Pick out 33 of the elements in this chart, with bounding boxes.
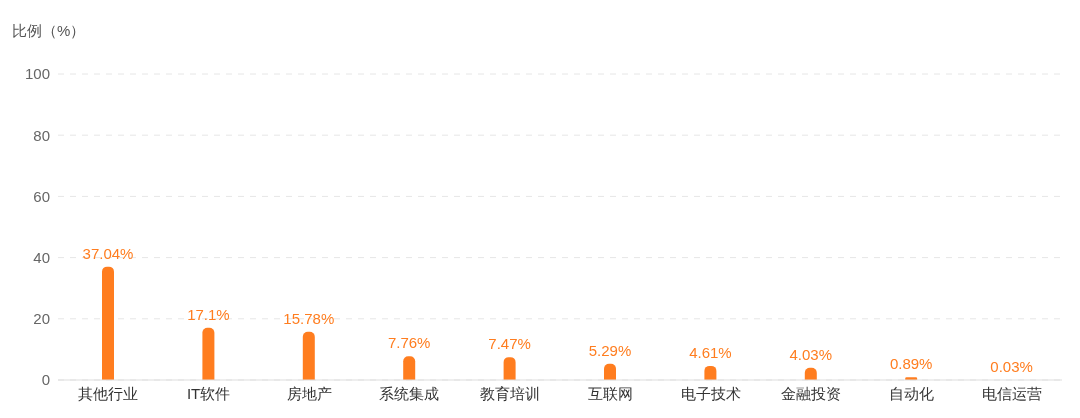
bar <box>302 331 315 380</box>
y-tick-label: 20 <box>33 310 50 328</box>
data-label: 4.03% <box>789 345 833 363</box>
bar <box>403 356 416 380</box>
x-tick-label: 系统集成 <box>379 384 440 402</box>
x-tick-label: IT软件 <box>186 384 231 402</box>
x-tick-label: 互联网 <box>587 384 633 402</box>
y-axis-title: 比例（%） <box>12 22 86 41</box>
y-tick-label: 40 <box>33 248 50 266</box>
data-label: 0.89% <box>889 355 933 373</box>
bar <box>604 363 616 380</box>
x-tick-label: 电信运营 <box>981 384 1042 402</box>
y-tick-label: 80 <box>33 126 50 144</box>
data-label: 5.29% <box>588 341 632 359</box>
data-label: 4.61% <box>689 343 732 361</box>
bar <box>503 357 516 380</box>
data-label: 7.47% <box>488 335 531 353</box>
data-label: 37.04% <box>82 244 134 262</box>
data-label: 0.03% <box>990 357 1033 375</box>
x-tick-label: 教育培训 <box>479 384 540 402</box>
x-tick-label: 房地产 <box>286 384 332 402</box>
x-tick-label: 其他行业 <box>78 384 139 402</box>
y-tick-label: 0 <box>41 371 50 389</box>
y-tick-label: 100 <box>24 65 50 83</box>
x-tick-label: 自动化 <box>888 384 934 402</box>
x-tick-label: 金融投资 <box>781 384 841 402</box>
bar <box>202 327 215 380</box>
bar <box>102 266 114 380</box>
x-tick-label: 电子技术 <box>680 384 741 402</box>
data-label: 7.76% <box>387 334 431 352</box>
data-label: 17.1% <box>187 305 230 323</box>
data-label: 15.78% <box>283 309 335 327</box>
y-tick-label: 60 <box>33 187 50 205</box>
